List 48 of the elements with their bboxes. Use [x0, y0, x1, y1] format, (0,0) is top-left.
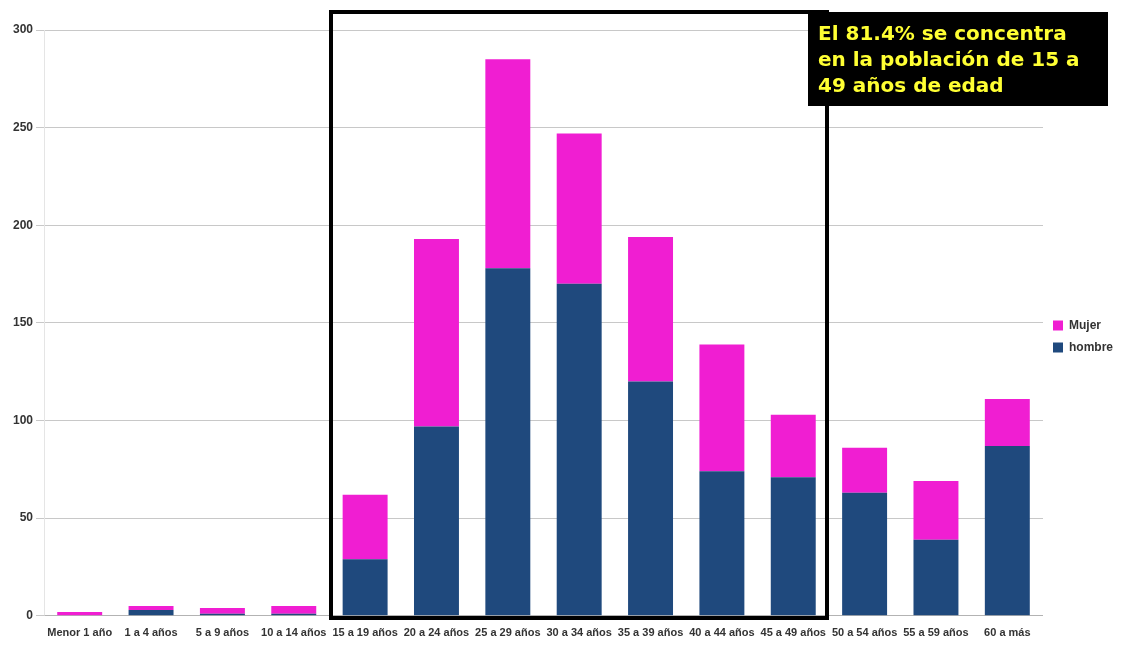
x-tick-label: 30 a 34 años [546, 626, 612, 639]
bar [342, 494, 388, 560]
bar [485, 59, 531, 269]
x-tick-label: 5 a 9 años [195, 626, 250, 639]
bar [842, 447, 888, 493]
bar [770, 414, 816, 478]
x-tick-label: 35 a 39 años [617, 626, 684, 639]
y-tick-label: 0 [26, 608, 34, 623]
bar [414, 426, 459, 616]
y-tick-label: 100 [12, 412, 34, 427]
bar [485, 268, 531, 616]
x-tick-label: 60 a más [984, 626, 1031, 639]
bar [913, 481, 959, 540]
x-tick-label: 1 a 4 años [124, 626, 178, 639]
bar [628, 381, 674, 616]
x-tick-label: 50 a 54 años [831, 626, 898, 639]
bar [414, 238, 459, 427]
annotation: El 81.4% se concentra en la población de 15 a 49 años de edad [808, 12, 1108, 106]
x-tick-label: 55 a 59 años [903, 626, 969, 639]
bar [699, 471, 745, 616]
bar [199, 607, 245, 614]
x-tick-label: 10 a 14 años [261, 626, 327, 639]
legend-label: hombre [1069, 339, 1114, 354]
y-tick-label: 200 [12, 217, 34, 232]
bar [913, 539, 959, 616]
bar [128, 609, 174, 616]
bar [342, 559, 388, 616]
x-tick-label: 40 a 44 años [689, 626, 755, 639]
bar [699, 344, 745, 472]
bar [271, 606, 317, 614]
legend-label: Mujer [1069, 317, 1102, 332]
y-tick-label: 300 [12, 22, 34, 37]
bar [984, 399, 1030, 446]
y-tick-label: 250 [12, 119, 34, 134]
x-tick-label: Menor 1 año [47, 626, 113, 639]
bar [556, 133, 602, 284]
bar [842, 492, 888, 616]
y-tick-label: 150 [12, 315, 34, 330]
x-tick-label: 15 a 19 años [332, 626, 398, 639]
x-tick-label: 25 a 29 años [475, 626, 541, 639]
y-tick-label: 50 [19, 510, 34, 525]
x-tick-label: 45 a 49 años [760, 626, 826, 639]
bar [556, 283, 602, 616]
bar [628, 236, 674, 382]
bar [128, 606, 174, 610]
x-tick-label: 20 a 24 años [403, 626, 470, 639]
bar [984, 445, 1030, 616]
bar [770, 477, 816, 616]
